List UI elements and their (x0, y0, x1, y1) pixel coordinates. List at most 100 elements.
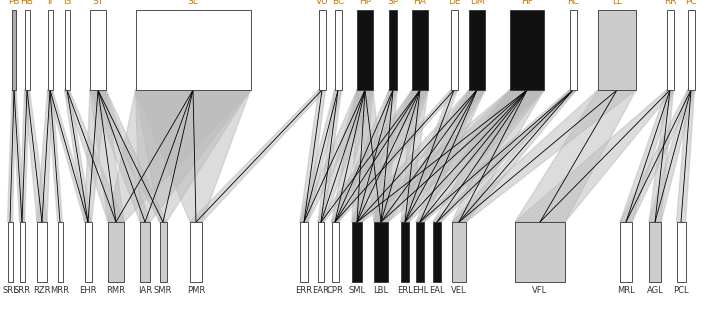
Polygon shape (401, 90, 428, 222)
Polygon shape (332, 90, 373, 222)
Bar (57, 222, 62, 282)
Text: PB: PB (8, 0, 20, 6)
Polygon shape (12, 90, 24, 222)
Polygon shape (401, 90, 457, 222)
Polygon shape (357, 90, 388, 222)
Polygon shape (515, 90, 636, 222)
Bar (65, 10, 70, 90)
Text: EHL: EHL (412, 286, 428, 295)
Polygon shape (649, 90, 673, 222)
Text: RZR: RZR (33, 286, 51, 295)
Bar (450, 10, 457, 90)
Polygon shape (19, 90, 29, 222)
Polygon shape (47, 90, 91, 222)
Text: SML: SML (348, 286, 365, 295)
Text: LBL: LBL (373, 286, 388, 295)
Polygon shape (108, 90, 251, 222)
Bar (649, 222, 661, 282)
Bar (433, 222, 441, 282)
Polygon shape (318, 90, 428, 222)
Bar (140, 222, 150, 282)
Bar (19, 222, 24, 282)
Bar (666, 10, 673, 90)
Bar (332, 222, 338, 282)
Bar (569, 10, 577, 90)
Polygon shape (24, 90, 47, 222)
Polygon shape (374, 90, 397, 222)
Polygon shape (85, 90, 106, 222)
Bar (7, 222, 12, 282)
Bar (12, 10, 16, 90)
Polygon shape (416, 90, 577, 222)
Text: HP: HP (359, 0, 371, 6)
Text: EHR: EHR (79, 286, 97, 295)
Text: II: II (47, 0, 52, 6)
Text: DE: DE (448, 0, 460, 6)
Polygon shape (374, 90, 428, 222)
Text: IAR: IAR (138, 286, 152, 295)
Text: HA: HA (414, 0, 426, 6)
Polygon shape (352, 90, 544, 222)
Bar (335, 10, 342, 90)
Text: ST: ST (93, 0, 103, 6)
Bar (136, 10, 251, 90)
Polygon shape (452, 90, 577, 222)
Polygon shape (136, 90, 251, 222)
Polygon shape (136, 90, 251, 222)
Polygon shape (332, 90, 428, 222)
Text: SL: SL (187, 0, 198, 6)
Bar (510, 10, 544, 90)
Bar (688, 10, 694, 90)
Bar (319, 10, 325, 90)
Polygon shape (37, 90, 52, 222)
Bar (469, 10, 485, 90)
Polygon shape (65, 90, 124, 222)
Polygon shape (676, 90, 694, 222)
Polygon shape (7, 90, 16, 222)
Text: EAL: EAL (429, 286, 445, 295)
Text: SP: SP (388, 0, 398, 6)
Polygon shape (136, 90, 251, 222)
Bar (47, 10, 52, 90)
Polygon shape (300, 90, 373, 222)
Text: LL: LL (612, 0, 622, 6)
Bar (85, 222, 91, 282)
Bar (159, 222, 167, 282)
Polygon shape (65, 90, 91, 222)
Text: RMR: RMR (106, 286, 126, 295)
Polygon shape (352, 90, 397, 222)
Polygon shape (318, 90, 373, 222)
Polygon shape (90, 90, 124, 222)
Polygon shape (416, 90, 485, 222)
Bar (401, 222, 409, 282)
Bar (374, 222, 388, 282)
Polygon shape (90, 90, 150, 222)
Polygon shape (300, 90, 342, 222)
Text: RC: RC (567, 0, 579, 6)
Polygon shape (649, 90, 694, 222)
Polygon shape (515, 90, 673, 222)
Bar (676, 222, 686, 282)
Text: RR: RR (663, 0, 676, 6)
Bar (357, 10, 373, 90)
Bar (412, 10, 428, 90)
Bar (300, 222, 308, 282)
Bar (24, 10, 29, 90)
Text: EAR: EAR (312, 286, 330, 295)
Polygon shape (433, 90, 577, 222)
Polygon shape (416, 90, 544, 222)
Text: HF: HF (521, 0, 533, 6)
Text: SRL: SRL (2, 286, 18, 295)
Text: SMR: SMR (154, 286, 172, 295)
Polygon shape (318, 90, 342, 222)
Bar (416, 222, 424, 282)
Polygon shape (47, 90, 62, 222)
Bar (352, 222, 362, 282)
Polygon shape (352, 90, 428, 222)
Text: VEL: VEL (451, 286, 467, 295)
Text: PMR: PMR (187, 286, 205, 295)
Text: VFL: VFL (532, 286, 548, 295)
Polygon shape (374, 90, 544, 222)
Text: MRR: MRR (50, 286, 70, 295)
Polygon shape (300, 90, 325, 222)
